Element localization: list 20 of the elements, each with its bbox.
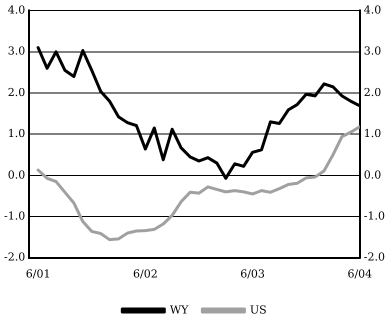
x-tick-label: 6/03 (240, 267, 265, 280)
y2-tick-label: 3.0 (364, 44, 382, 58)
x-tick-label: 6/01 (26, 267, 50, 280)
y2-tick-label: 1.0 (364, 127, 382, 140)
y2-tick-label: 0.0 (364, 168, 382, 182)
y2-tick-label: 2.0 (364, 86, 382, 99)
y-tick-label: 1.0 (8, 127, 26, 140)
y-tick-label: 3.0 (8, 44, 26, 58)
x-tick-label: 6/02 (133, 267, 158, 280)
y-tick-label: 2.0 (8, 86, 26, 99)
y-tick-label: 4.0 (8, 3, 26, 16)
y-tick-label: -2.0 (4, 250, 26, 264)
legend-label: US (250, 303, 267, 316)
y2-tick-label: -1.0 (364, 209, 386, 222)
x-tick-label: 6/04 (347, 267, 372, 280)
y2-tick-label: -2.0 (364, 250, 386, 264)
y2-tick-label: 4.0 (364, 3, 382, 16)
y-tick-label: 0.0 (8, 168, 26, 182)
y-tick-label: -1.0 (4, 209, 26, 222)
legend-label: WY (170, 303, 190, 316)
